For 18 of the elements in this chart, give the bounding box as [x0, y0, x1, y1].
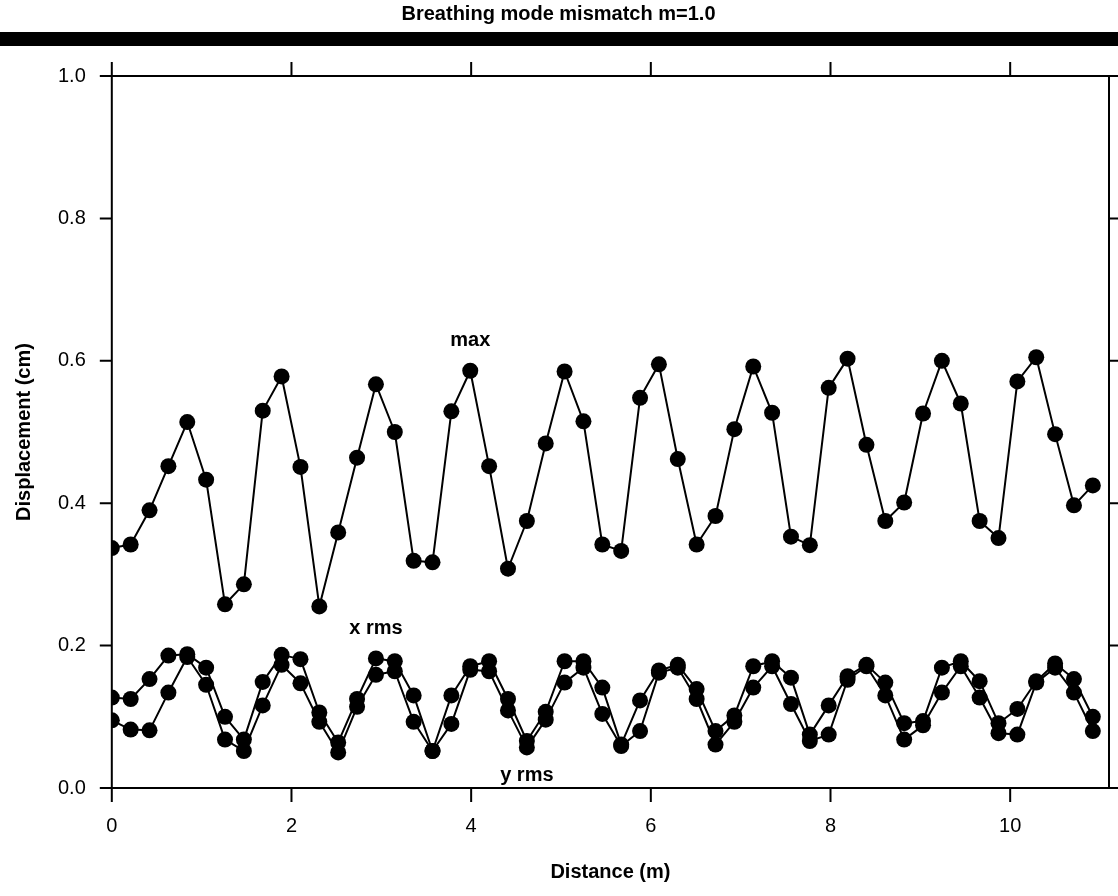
chart-title: Breathing mode mismatch m=1.0	[401, 1, 716, 24]
y-tick-label: 0.0	[57, 775, 86, 798]
x-tick-label: 2	[285, 813, 298, 836]
x-axis-title: Distance (m)	[550, 859, 671, 882]
y-tick-label: 1.0	[57, 63, 86, 86]
y-tick-label: 0.6	[57, 348, 86, 371]
x-tick-label: 8	[824, 813, 837, 836]
x-tick-label: 6	[645, 813, 657, 836]
y-axis-title: Displacement (cm)	[11, 343, 34, 521]
series-label: max	[450, 328, 491, 351]
y-tick-label: 0.2	[57, 633, 86, 656]
x-tick-label: 4	[465, 813, 477, 836]
x-tick-label: 10	[999, 813, 1022, 836]
series-label: y rms	[500, 762, 554, 785]
y-tick-label: 0.4	[57, 490, 86, 513]
x-tick-label: 0	[106, 813, 118, 836]
series-label: x rms	[349, 615, 403, 638]
y-tick-label: 0.8	[57, 205, 86, 228]
